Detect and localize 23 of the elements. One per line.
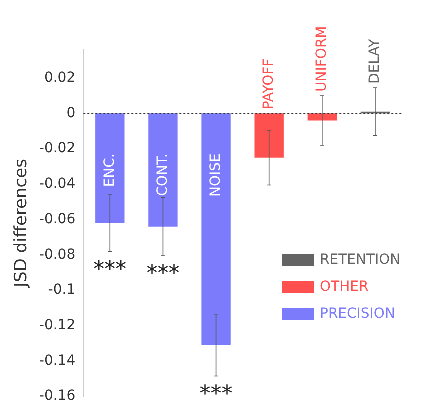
x-tick-label: ENC. xyxy=(102,154,118,188)
y-tick-label: -0.16 xyxy=(39,388,76,404)
x-tick-label: PAYOFF xyxy=(260,58,277,110)
x-tick-label: NOISE xyxy=(208,154,224,198)
y-tick-label: 0.02 xyxy=(44,70,76,86)
x-tick-label: CONT. xyxy=(154,154,171,196)
y-tick-label: -0.12 xyxy=(39,318,76,334)
y-tick-label: -0.08 xyxy=(39,246,76,263)
legend-label: RETENTION xyxy=(320,252,401,268)
annotation: *** xyxy=(200,382,233,407)
y-tick-label: 0 xyxy=(66,105,76,122)
y-axis-title: JSD differences xyxy=(12,158,32,289)
y-tick-label: -0.04 xyxy=(39,176,76,192)
y-tick-label: -0.14 xyxy=(39,352,76,369)
y-tick-label: -0.02 xyxy=(39,140,76,157)
legend-label: OTHER xyxy=(320,278,369,294)
legend-label: PRECISION xyxy=(320,306,396,322)
annotation: *** xyxy=(146,262,180,287)
annotation: *** xyxy=(94,257,127,282)
x-tick-label: DELAY xyxy=(367,38,384,84)
y-tick-label: -0.1 xyxy=(48,282,76,298)
x-tick-label: UNIFORM xyxy=(314,26,330,92)
y-tick-label: -0.06 xyxy=(39,211,76,228)
